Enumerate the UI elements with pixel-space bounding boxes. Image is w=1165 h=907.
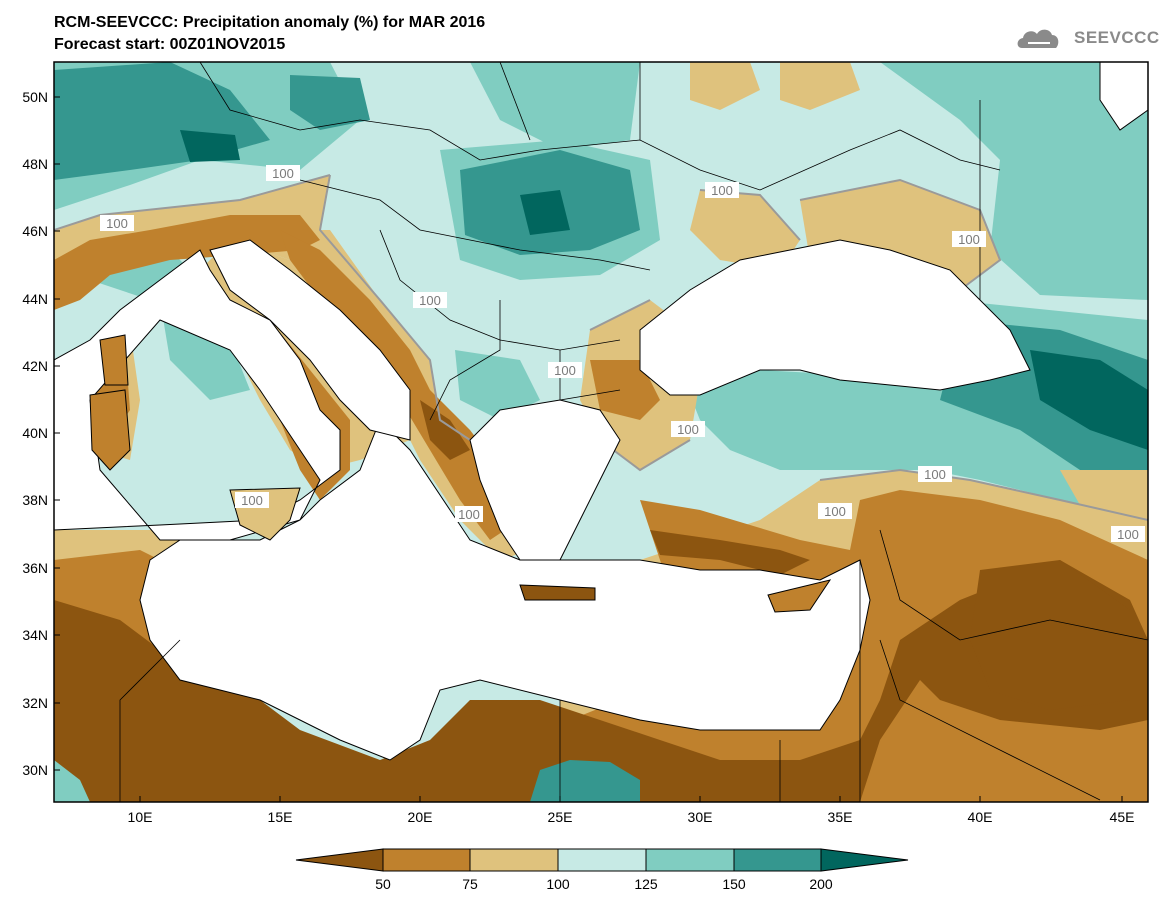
colorbar-tick: 75 xyxy=(462,876,478,892)
lat-label: 38N xyxy=(22,492,48,508)
contour-label: 100 xyxy=(924,467,946,482)
contour-label: 100 xyxy=(458,507,480,522)
lat-label: 32N xyxy=(22,695,48,711)
colorbar-segment xyxy=(295,848,384,872)
lat-label: 30N xyxy=(22,762,48,778)
lon-label: 25E xyxy=(548,809,573,825)
colorbar-tick: 100 xyxy=(546,876,570,892)
island-cyprus xyxy=(767,579,832,613)
colorbar-tick: 200 xyxy=(809,876,833,892)
lon-labels: 10E 15E 20E 25E 30E 35E 40E 45E xyxy=(128,809,1135,825)
colorbar-segment xyxy=(382,848,471,872)
lon-ticks xyxy=(139,796,1123,802)
lat-label: 46N xyxy=(22,223,48,239)
lon-label: 30E xyxy=(688,809,713,825)
lat-label: 34N xyxy=(22,627,48,643)
seas xyxy=(54,62,1148,761)
lon-label: 35E xyxy=(828,809,853,825)
field-southwest-teal xyxy=(54,760,90,802)
contour-label: 100 xyxy=(711,183,733,198)
country-borders xyxy=(119,62,1148,802)
lon-label: 15E xyxy=(268,809,293,825)
colorbar xyxy=(295,848,909,872)
lon-label: 40E xyxy=(968,809,993,825)
island-corsica xyxy=(99,334,129,386)
colorbar-segment xyxy=(733,848,822,872)
cloud-logo-icon xyxy=(1017,29,1059,48)
field-south-teal xyxy=(530,760,640,802)
contour-label: 100 xyxy=(824,504,846,519)
lat-label: 36N xyxy=(22,560,48,576)
colorbar-ticks: 50 75 100 125 150 200 xyxy=(375,876,833,892)
colorbar-segment xyxy=(645,848,735,872)
logo-text: SEEVCCC xyxy=(1074,28,1160,47)
lat-label: 40N xyxy=(22,425,48,441)
caspian-sea-edge xyxy=(1099,62,1148,131)
contour-label: 100 xyxy=(554,363,576,378)
lon-label: 10E xyxy=(128,809,153,825)
contour-label: 100 xyxy=(677,422,699,437)
contour-label: 100 xyxy=(241,493,263,508)
contour-label: 100 xyxy=(958,232,980,247)
island-crete xyxy=(519,584,596,601)
contour-label: 100 xyxy=(419,293,441,308)
aegean-sea xyxy=(469,399,621,561)
colorbar-segment xyxy=(469,848,559,872)
colorbar-segment xyxy=(820,848,909,872)
map-title: RCM-SEEVCCC: Precipitation anomaly (%) f… xyxy=(54,14,486,31)
lat-label: 44N xyxy=(22,291,48,307)
field-200-plus xyxy=(180,130,1148,450)
lat-labels: 50N 48N 46N 44N 42N 40N 38N 36N 34N 32N … xyxy=(22,89,48,778)
lat-ticks xyxy=(54,96,60,771)
island-sardinia xyxy=(89,389,131,471)
lon-label: 20E xyxy=(408,809,433,825)
colorbar-segment xyxy=(557,848,647,872)
contour-label: 100 xyxy=(106,216,128,231)
map-frame xyxy=(53,61,1149,803)
central-mediterranean xyxy=(139,419,871,761)
colorbar-tick: 125 xyxy=(634,876,658,892)
adriatic-sea xyxy=(209,239,411,441)
black-sea xyxy=(639,239,1031,396)
forecast-start-label: Forecast start: 00Z01NOV2015 xyxy=(54,36,286,53)
lon-label: 45E xyxy=(1110,809,1135,825)
lat-label: 48N xyxy=(22,156,48,172)
contour-label: 100 xyxy=(272,166,294,181)
colorbar-tick: 150 xyxy=(722,876,746,892)
field-below-50 xyxy=(54,400,1148,802)
contour-label: 100 xyxy=(1117,527,1139,542)
lat-label: 50N xyxy=(22,89,48,105)
lat-label: 42N xyxy=(22,358,48,374)
colorbar-tick: 50 xyxy=(375,876,391,892)
contour-labels: 100 100 100 100 100 100 100 100 100 100 … xyxy=(100,165,1145,542)
